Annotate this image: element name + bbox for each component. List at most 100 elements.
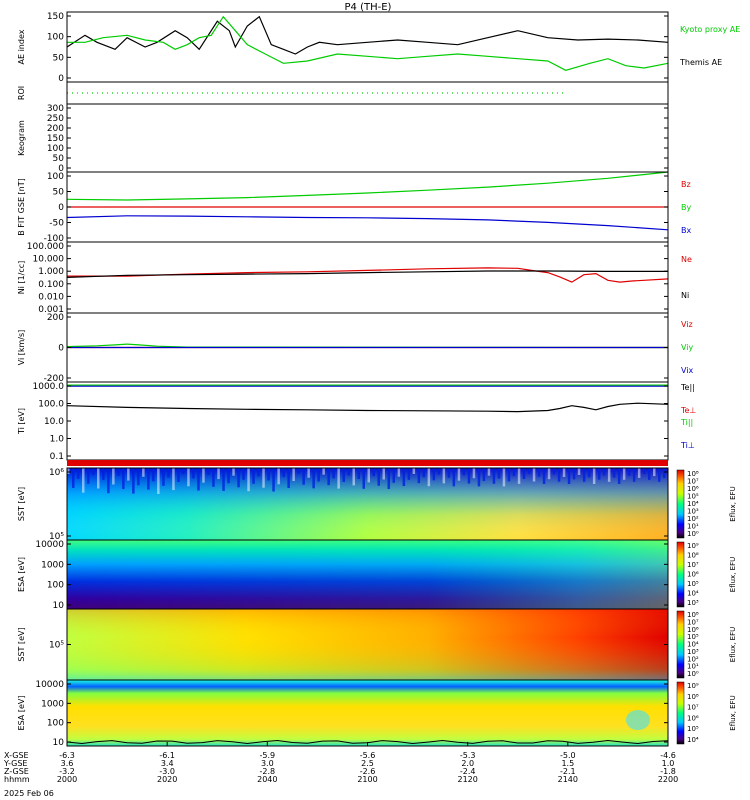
x-axis-tick-z: -1.8 [660,767,676,776]
x-axis-tick-t: 2120 [458,775,478,784]
velocity-ytick-label: 0 [58,344,64,354]
ae-ytick-label: 0 [58,74,64,84]
x-axis-tick-z: -2.1 [560,767,576,776]
esa-electron-feature [625,710,650,730]
sst-omni-colorbar-tick: 10⁰ [687,530,699,538]
temperature-legend-te: Te⊥ [680,406,696,415]
sst-omni-colorbar-tick: 10¹ [687,523,699,531]
x-axis-tick-x: -5.6 [360,751,376,760]
sst-omni-streaks [67,468,666,494]
esa-electron-ytick-label: 1000 [41,699,64,709]
mode-bar [67,460,668,466]
esa-omni-colorbar [676,541,685,608]
x-axis-tick-y: 2.0 [461,759,474,768]
esa-omni-colorbar-tick: 10⁶ [687,571,699,579]
bfield-ytick-label: 0 [58,203,64,213]
x-axis-tick-t: 2100 [357,775,377,784]
sst-electron-spectrogram-layer-1 [67,609,668,680]
bfield-legend-bz: Bz [681,180,691,189]
ae-ytick-label: 50 [53,53,65,63]
keogram-ytick-label: 250 [47,114,64,124]
esa-omni-colorbar-tick: 10³ [687,599,699,607]
x-axis-tick-y: 1.0 [662,759,675,768]
temperature-frame [66,381,669,461]
x-axis-tick-t: 2200 [658,775,678,784]
esa-electron-colorbar-tick: 10⁵ [687,725,699,733]
bfield-ytick-label: 50 [53,188,65,198]
x-axis-tick-t: 2020 [157,775,177,784]
velocity-legend-viy: Viy [681,343,694,352]
density-ytick-label: 100.000 [27,242,64,252]
sst-electron-ylabel: SST [eV] [17,627,26,661]
density-legend-ni: Ni [681,291,689,300]
x-axis-tick-y: 2.5 [361,759,374,768]
esa-omni-ytick-label: 10000 [35,540,64,550]
esa-omni-ylabel: ESA [eV] [17,557,26,592]
esa-omni-ytick-label: 100 [47,581,64,591]
esa-omni-colorbar-label: Eflux, EFU [729,557,737,592]
sst-omni-ytick-label: 10⁶ [49,468,64,478]
bfield-series-bx [66,215,669,231]
sst-electron-colorbar-tick: 10³ [687,648,699,656]
keogram-ytick-label: 50 [53,154,65,164]
roi-ylabel: ROI [17,86,26,100]
bfield-ytick-label: -50 [49,219,64,229]
esa-omni-colorbar-tick: 10⁴ [687,590,699,598]
x-axis-tick-y: 3.6 [61,759,74,768]
esa-electron-ytick-label: 10 [53,738,65,748]
esa-electron-spectrogram-layer-0 [67,680,668,746]
temperature-ytick-label: 1000.0 [33,382,65,392]
ae-series-themis-ae [66,15,669,55]
density-ytick-label: 0.100 [38,280,64,290]
x-axis-tick-z: -2.8 [260,767,276,776]
temperature-ytick-label: 1.0 [50,435,65,445]
velocity-legend-vix: Vix [681,366,694,375]
density-series-ni [66,270,668,278]
panel-bfield: 100 50 0 -50 -100 B FIT GSE [nT] Bz By Bx [17,171,691,244]
sst-electron-ytick-label: 10⁵ [49,641,64,651]
bfield-legend-bx: Bx [681,226,691,235]
bfield-ytick-label: 100 [47,172,64,182]
esa-omni-ytick-label: 1000 [41,560,64,570]
temperature-series-te [66,402,669,413]
esa-omni-colorbar-tick: 10⁵ [687,580,699,588]
x-axis-tick-x: -5.0 [560,751,576,760]
keogram-frame [66,103,669,173]
velocity-ytick-label: 200 [47,313,64,323]
density-ytick-label: 0.001 [38,305,64,315]
figure-title: P4 (TH-E) [345,2,392,13]
x-axis-tick-t: 2040 [257,775,277,784]
esa-electron-ytick-label: 10000 [35,680,64,690]
velocity-ylabel: Vi [km/s] [17,330,26,366]
esa-electron-colorbar-tick: 10⁸ [687,693,699,701]
esa-omni-spectrogram-layer-1 [67,540,668,609]
x-axis-tick-y: 3.4 [161,759,174,768]
bfield-legend-by: By [681,203,691,212]
ae-series-kyoto-proxy-ae [67,15,669,71]
sst-omni-colorbar-tick: 10⁴ [687,500,699,508]
x-axis-row-label-x-gse: X-GSE [4,751,29,760]
panel-ae: 150 100 50 0 AE index Kyoto proxy AE Themis AE [17,11,740,84]
keogram-ylabel: Keogram [17,120,26,156]
x-axis-tick-z: -2.6 [360,767,376,776]
temperature-legend-ti: Ti⊥ [680,441,695,450]
esa-electron-ylabel: ESA [eV] [17,696,26,731]
temperature-ytick-label: 0.1 [50,452,64,462]
density-series-ne [67,267,669,283]
velocity-ytick-label: -200 [44,374,65,384]
sst-electron-colorbar-tick: 10¹ [687,663,699,671]
sst-electron-colorbar-tick: 10⁵ [687,633,699,641]
sst-omni-colorbar-tick: 10² [687,515,699,523]
x-axis-annotation: X-GSEY-GSEZ-GSEhhmm-6.33.6-3.22000-6.13.… [3,742,678,784]
sst-electron-colorbar-tick: 10⁷ [687,618,699,626]
sst-omni-colorbar-tick: 10⁶ [687,485,699,493]
keogram-ytick-label: 200 [47,124,64,134]
keogram-ytick-label: 150 [47,134,64,144]
ae-legend-kyoto-proxy-ae: Kyoto proxy AE [680,25,740,34]
x-axis-tick-x: -6.3 [59,751,75,760]
x-axis-tick-t: 2140 [558,775,578,784]
esa-electron-colorbar-tick: 10⁴ [687,736,699,744]
sst-electron-colorbar-label: Eflux, EFU [729,627,737,662]
